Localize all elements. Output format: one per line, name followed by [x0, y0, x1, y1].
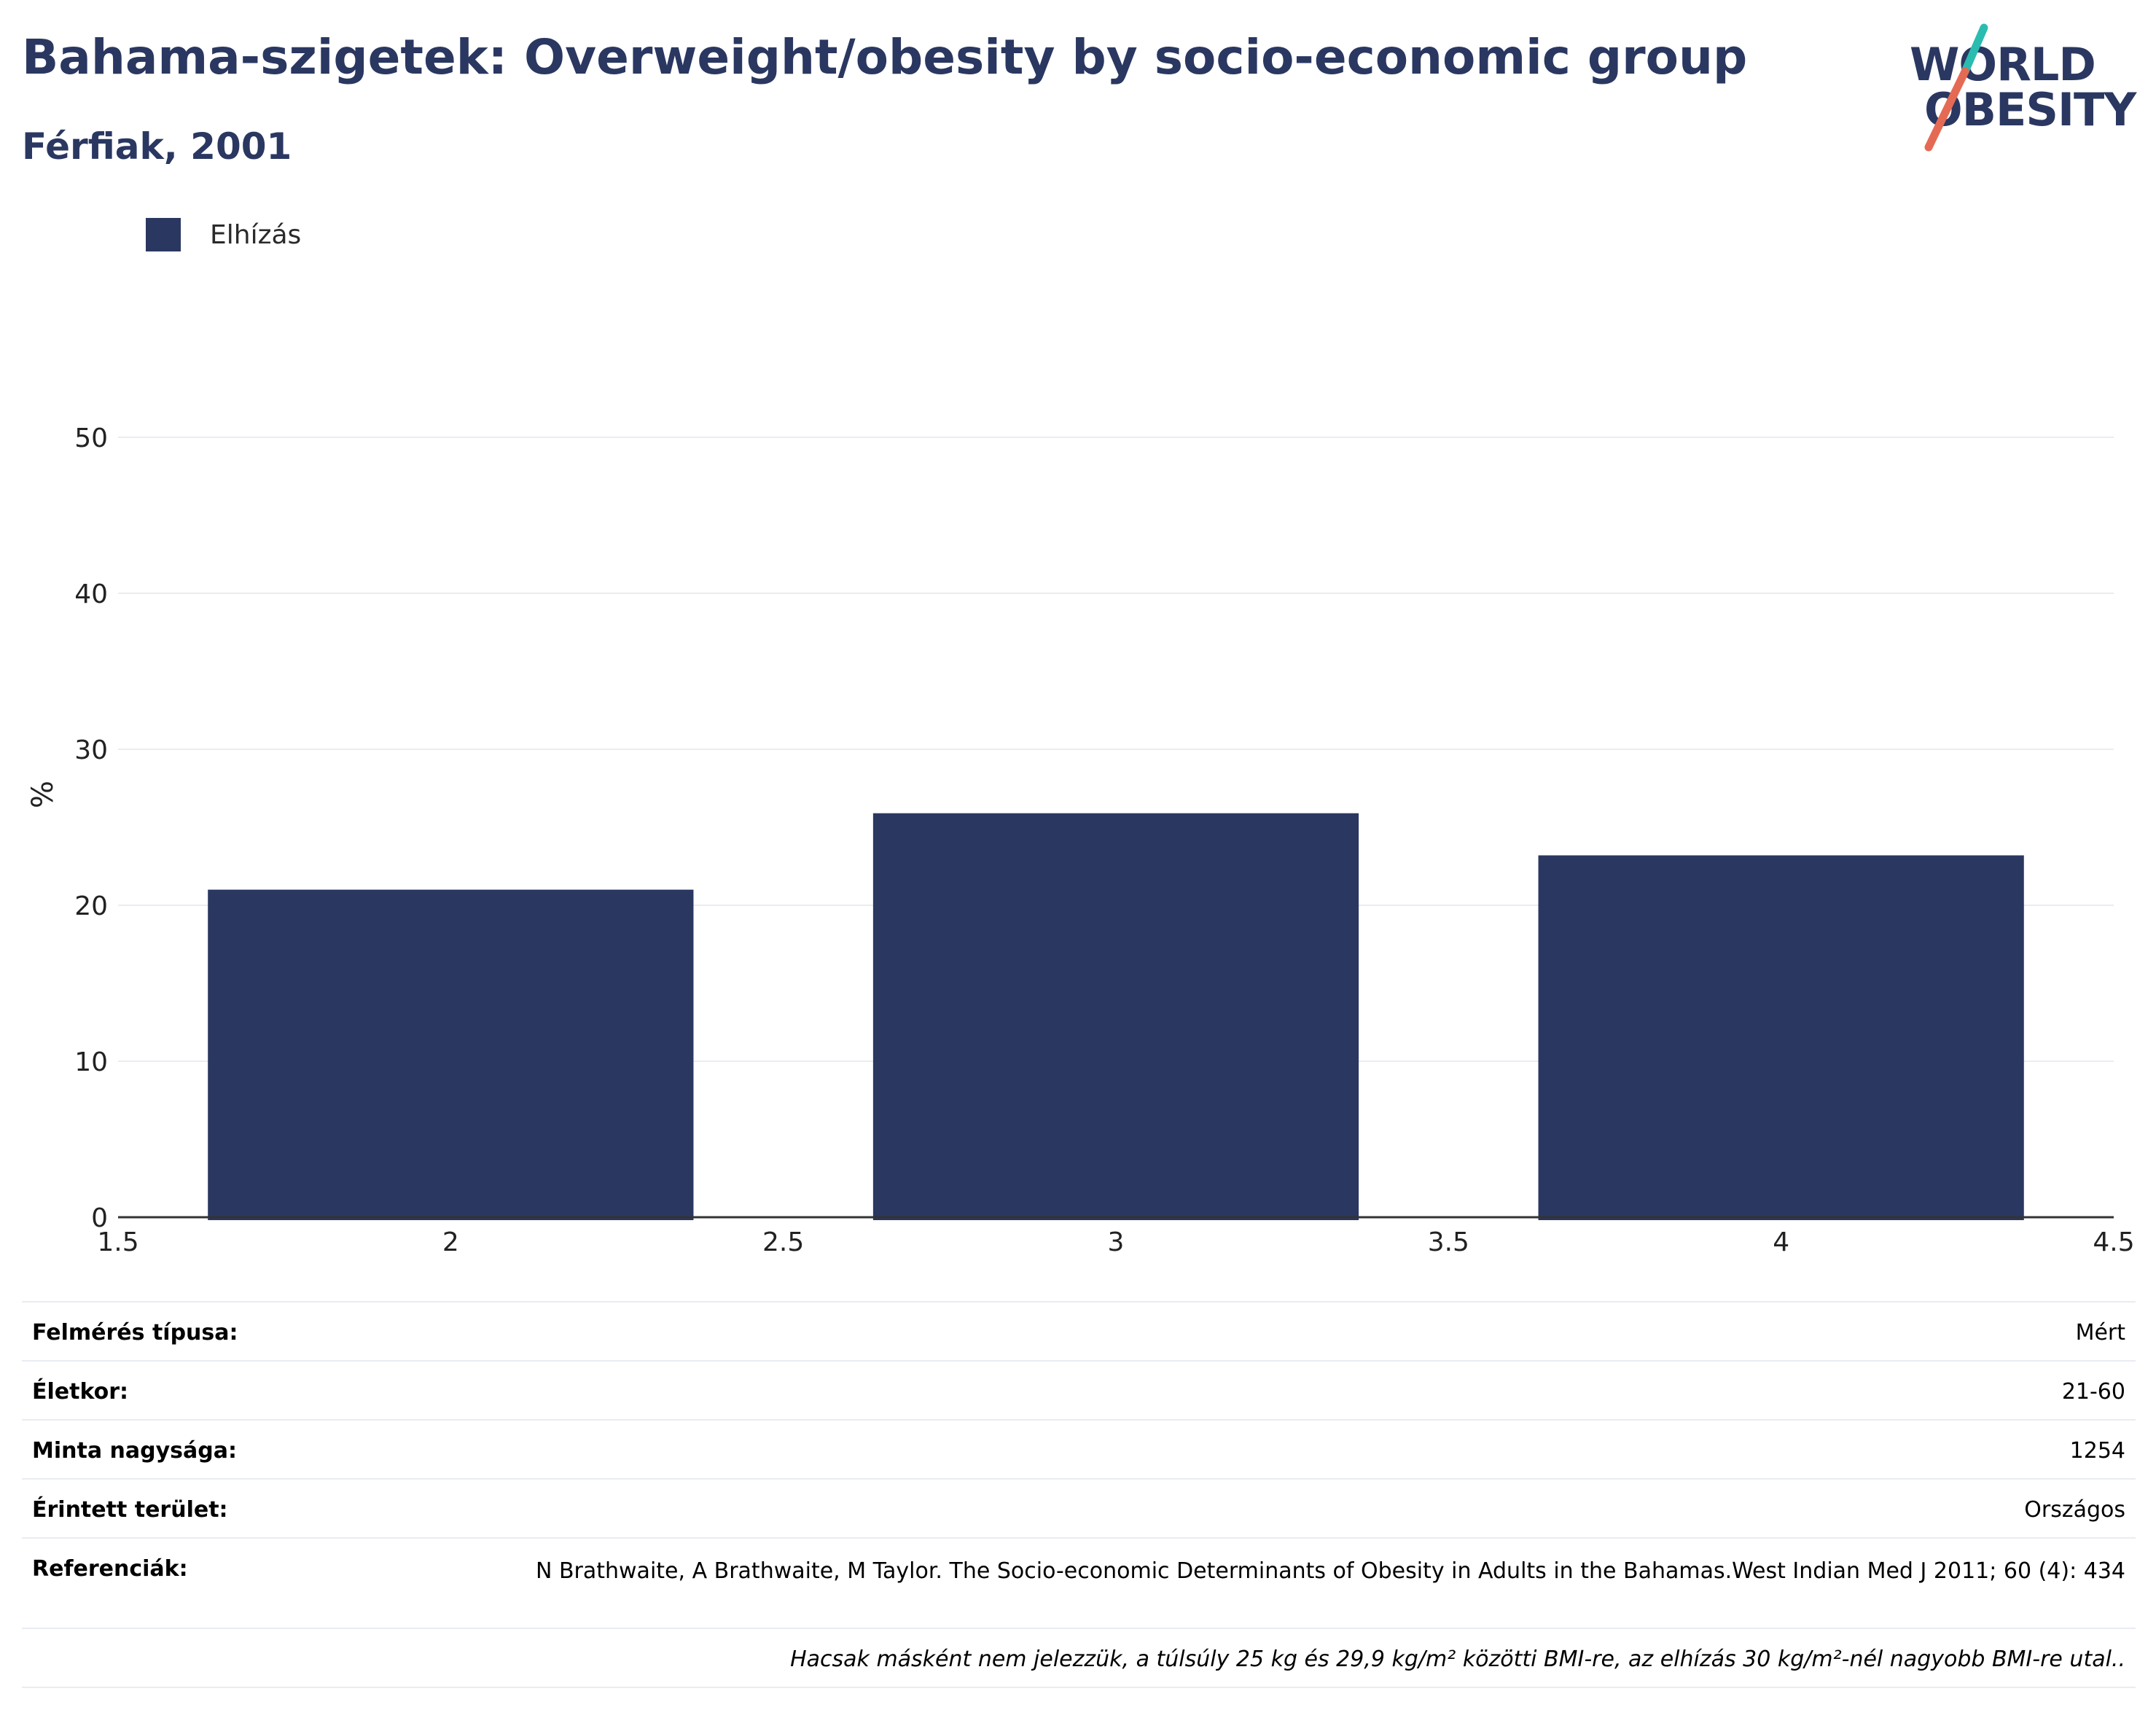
age-label: Életkor:	[32, 1379, 129, 1405]
bar-elhizas	[872, 813, 1359, 1220]
axes: 0 10 20 30 40 50 1.5 2 2.5 3 3.5 4 4.5	[74, 423, 2134, 1257]
x-tick-label: 2	[442, 1227, 459, 1257]
logo-slash-icon	[1924, 23, 1988, 152]
table-row: Minta nagysága: 1254	[22, 1419, 2136, 1478]
survey-type-value: Mért	[2075, 1320, 2125, 1346]
x-tick-label: 2.5	[762, 1227, 804, 1257]
sample-size-label: Minta nagysága:	[32, 1438, 237, 1464]
x-tick-label: 3	[1108, 1227, 1125, 1257]
logo-text-obesity: OBESITY	[1924, 83, 2136, 136]
chart-title: Bahama-szigetek: Overweight/obesity by s…	[22, 29, 1748, 85]
area-label: Érintett terület:	[32, 1497, 228, 1523]
references-value: N Brathwaite, A Brathwaite, M Taylor. Th…	[535, 1558, 2125, 1584]
table-row: Felmérés típusa: Mért	[22, 1301, 2136, 1360]
y-tick-label: 20	[74, 891, 108, 921]
world-obesity-logo: WORLD OBESITY	[1902, 22, 2143, 153]
y-axis-title: %	[26, 781, 60, 808]
y-tick-label: 0	[91, 1203, 108, 1233]
bar-elhizas	[1538, 855, 2024, 1220]
legend-swatch	[146, 218, 181, 251]
legend-label-elhizas: Elhízás	[210, 220, 302, 250]
y-tick-label: 10	[74, 1047, 108, 1077]
chart-subtitle: Férfiak, 2001	[22, 125, 292, 168]
definition-note: Hacsak másként nem jelezzük, a túlsúly 2…	[790, 1647, 2125, 1672]
x-tick-label: 3.5	[1428, 1227, 1469, 1257]
bars	[208, 813, 2024, 1220]
x-tick-label: 4.5	[2093, 1227, 2134, 1257]
logo-text-world: WORLD	[1910, 38, 2096, 91]
table-row: Érintett terület: Országos	[22, 1478, 2136, 1537]
x-tick-label: 4	[1773, 1227, 1789, 1257]
y-tick-label: 30	[74, 735, 108, 765]
x-tick-label: 1.5	[97, 1227, 138, 1257]
sample-size-value: 1254	[2069, 1438, 2125, 1464]
references-label: Referenciák:	[32, 1556, 188, 1582]
table-row: Referenciák: N Brathwaite, A Brathwaite,…	[22, 1537, 2136, 1628]
survey-type-label: Felmérés típusa:	[32, 1320, 238, 1346]
table-row: Életkor: 21-60	[22, 1360, 2136, 1419]
y-tick-label: 50	[74, 423, 108, 453]
table-row: Hacsak másként nem jelezzük, a túlsúly 2…	[22, 1628, 2136, 1688]
survey-details-table: Felmérés típusa: Mért Életkor: 21-60 Min…	[22, 1301, 2136, 1688]
bar-chart: 0 10 20 30 40 50 1.5 2 2.5 3 3.5 4 4.5 %	[26, 423, 2135, 1257]
bar-elhizas	[208, 889, 694, 1220]
age-value: 21-60	[2061, 1379, 2125, 1405]
area-value: Országos	[2024, 1497, 2125, 1523]
y-tick-label: 40	[74, 579, 108, 609]
